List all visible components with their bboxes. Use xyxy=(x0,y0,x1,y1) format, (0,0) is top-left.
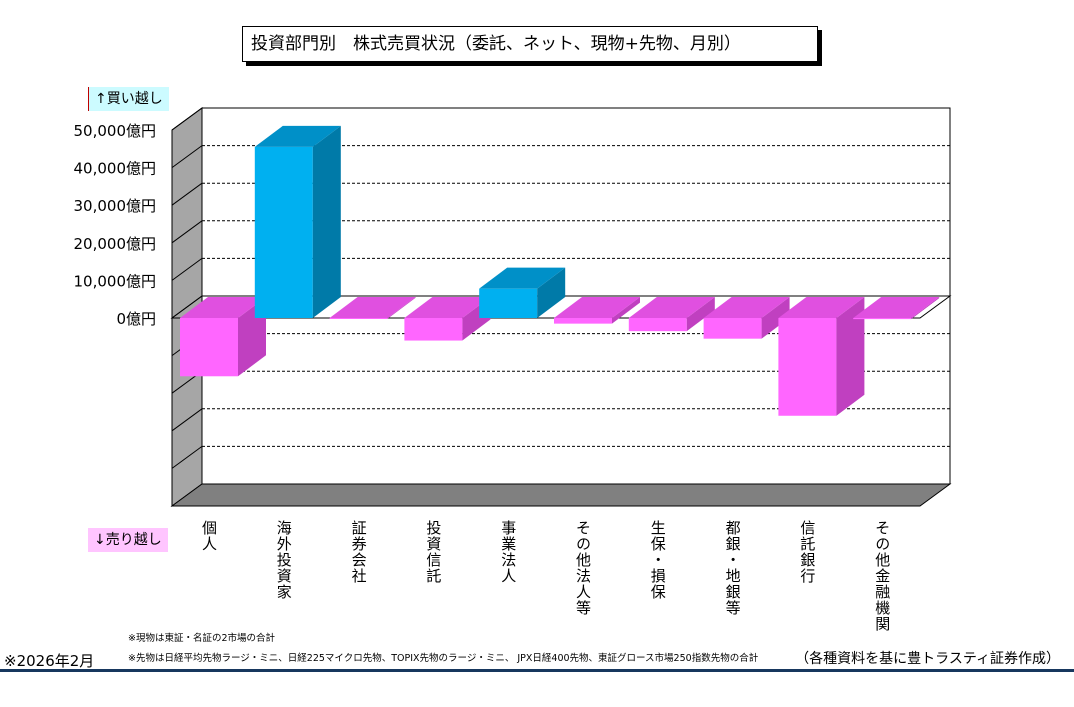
gridline-side xyxy=(171,408,203,432)
bar-front xyxy=(778,318,837,416)
bar-front xyxy=(329,318,388,319)
x-tick-label: その他金融機関 xyxy=(873,520,891,632)
gridline-side xyxy=(171,145,203,169)
gridline-side xyxy=(171,220,203,244)
date-note: ※2026年2月 xyxy=(4,652,95,670)
y-tick-label: 10,000億円 xyxy=(74,272,157,290)
bar-side xyxy=(686,297,715,332)
x-tick-label: 都銀・地銀等 xyxy=(724,520,742,616)
y-tick-label: 20,000億円 xyxy=(74,235,157,253)
bar-1 xyxy=(180,297,266,377)
bar-5 xyxy=(479,267,566,318)
x-tick-label: 生保・損保 xyxy=(649,520,667,600)
x-tick-label: 海外投資家 xyxy=(275,520,293,600)
bar-side xyxy=(836,297,865,416)
bar-top xyxy=(329,297,416,318)
y-tick-label: 50,000億円 xyxy=(74,122,157,140)
x-tick-label: 信託銀行 xyxy=(798,520,816,584)
x-tick-label: 証券会社 xyxy=(350,520,368,584)
chart-floor xyxy=(170,483,952,507)
bar-top xyxy=(404,297,491,318)
note-spot: ※現物は東証・名証の2市場の合計 xyxy=(128,633,276,644)
bar-9 xyxy=(778,297,865,416)
bar-side xyxy=(312,125,341,318)
bar-front xyxy=(479,288,538,318)
source-note: （各種資料を基に豊トラスティ証券作成） xyxy=(795,651,1060,667)
bar-top xyxy=(778,297,865,318)
bar-2 xyxy=(254,125,341,318)
bar-front xyxy=(554,318,612,324)
gridline-side xyxy=(171,182,203,206)
bar-6 xyxy=(554,297,640,324)
bar-front xyxy=(628,318,687,332)
bar-10 xyxy=(853,297,940,320)
bar-front xyxy=(404,318,463,341)
chart-title: 投資部門別 株式売買状況（委託、ネット、現物+先物、月別） xyxy=(242,26,818,62)
bar-side xyxy=(387,297,416,319)
bar-7 xyxy=(628,297,715,332)
y-tick-label: 0億円 xyxy=(116,310,156,328)
x-tick-label: 個人 xyxy=(200,520,218,552)
bar-side xyxy=(612,297,640,324)
gridline-side xyxy=(171,107,203,131)
bar-front xyxy=(703,318,762,339)
bar-front xyxy=(180,318,238,377)
bar-top xyxy=(628,297,715,318)
bar-top xyxy=(180,297,266,318)
bar-3 xyxy=(329,297,416,319)
y-tick-label: 30,000億円 xyxy=(74,197,157,215)
bar-front xyxy=(254,146,313,318)
bar-top xyxy=(254,125,341,147)
x-tick-label: 事業法人 xyxy=(499,520,517,584)
bar-top xyxy=(703,297,790,318)
x-tick-label: 投資信託 xyxy=(424,520,442,584)
buy-label: ↑買い越し xyxy=(88,87,169,111)
x-axis-labels: 個人 海外投資家 証券会社 投資信託 事業法人 その他法人等 生保・損保 都銀・地銀等 信託銀行… xyxy=(200,520,891,632)
gridline-side xyxy=(171,445,203,469)
gridline-side xyxy=(171,257,203,281)
bar-8 xyxy=(703,297,790,339)
bar-top xyxy=(479,267,566,289)
bottom-divider xyxy=(0,669,1074,672)
x-tick-label: その他法人等 xyxy=(574,520,592,616)
bar-top xyxy=(853,297,940,318)
bar-side xyxy=(911,297,940,320)
y-axis-ticks: 50,000億円 40,000億円 30,000億円 20,000億円 10,000億円… xyxy=(74,122,157,328)
bar-top xyxy=(554,297,640,318)
note-futures: ※先物は日経平均先物ラージ・ミニ、日経225マイクロ先物、TOPIX先物のラージ… xyxy=(128,653,759,664)
bar-side xyxy=(761,297,790,339)
sell-label: ↓売り越し xyxy=(88,528,168,552)
bar-front xyxy=(853,318,912,320)
bar-side xyxy=(537,267,566,318)
chart-bars xyxy=(170,125,952,416)
y-tick-label: 40,000億円 xyxy=(74,160,157,178)
